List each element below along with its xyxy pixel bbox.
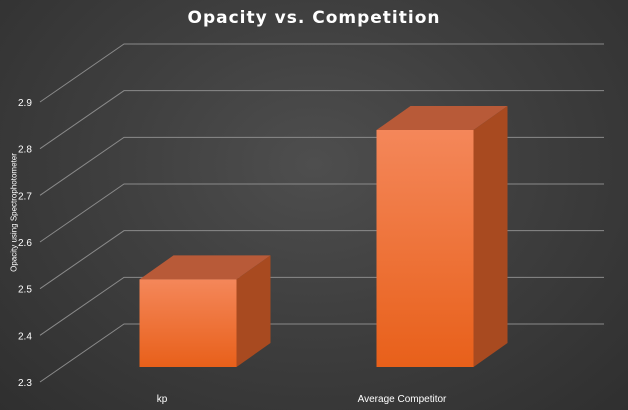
gridline xyxy=(39,276,604,336)
y-tick-label: 2.3 xyxy=(18,378,32,389)
gridline xyxy=(39,230,604,290)
gridline xyxy=(39,43,604,103)
y-tick-label: 2.4 xyxy=(18,331,32,342)
bar xyxy=(376,106,508,367)
gridline xyxy=(39,323,604,383)
chart-title: Opacity vs. Competition xyxy=(187,8,441,28)
x-category-label: Average Competitor xyxy=(358,394,447,405)
gridline xyxy=(39,136,604,196)
y-tick-label: 2.6 xyxy=(18,238,32,249)
y-tick-label: 2.5 xyxy=(18,285,32,296)
bar xyxy=(139,255,271,367)
y-tick-label: 2.8 xyxy=(18,145,32,156)
gridline xyxy=(39,90,604,150)
x-category-label: kp xyxy=(157,394,168,405)
bar-side xyxy=(473,106,508,367)
bar-top xyxy=(376,106,508,130)
bar-front xyxy=(376,130,474,367)
bar-top xyxy=(139,255,271,280)
y-tick-label: 2.7 xyxy=(18,191,32,202)
gridline xyxy=(39,183,604,243)
bar-side xyxy=(236,255,271,367)
bar-front xyxy=(139,279,237,367)
y-tick-label: 2.9 xyxy=(18,98,32,109)
